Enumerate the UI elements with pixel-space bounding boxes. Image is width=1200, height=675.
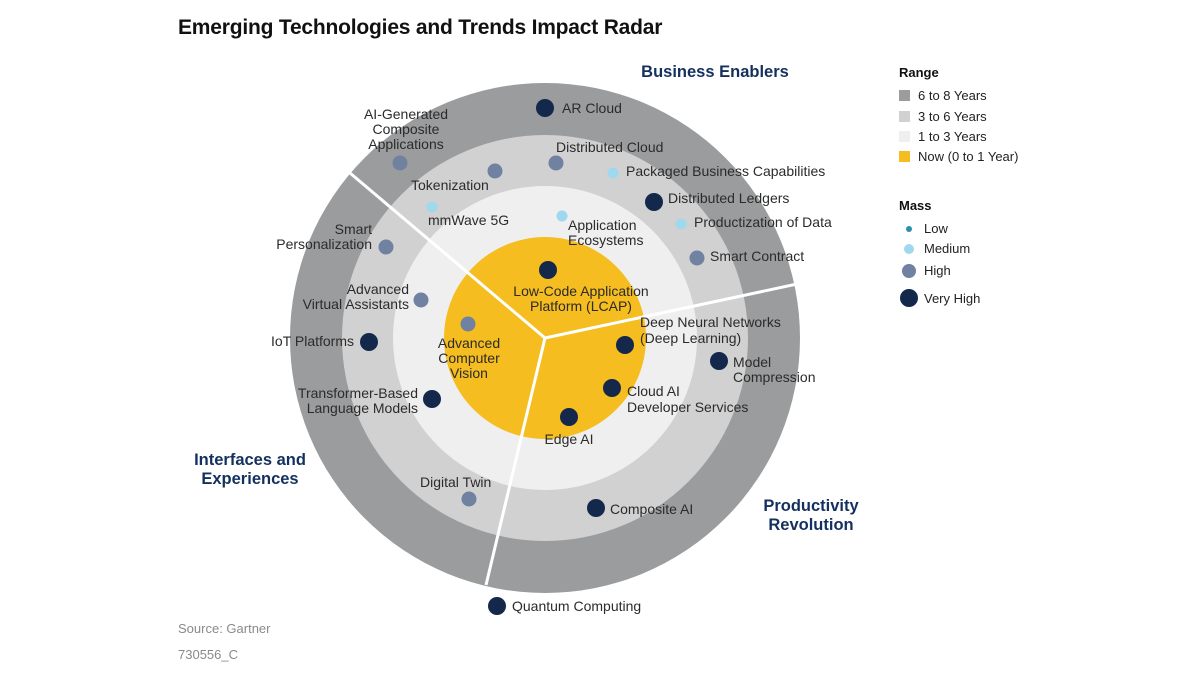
- tech-label-digital-twin: Digital Twin: [420, 474, 491, 490]
- tech-marker-quantum-computing: [488, 597, 506, 615]
- tech-label-iot-platforms: IoT Platforms: [271, 333, 354, 349]
- tech-label-deep-neural-networks-line-2: (Deep Learning): [640, 330, 741, 346]
- legend-mass-dot-low: [906, 225, 912, 232]
- legend-mass-item: Low: [899, 221, 948, 236]
- legend-range-item: 6 to 8 Years: [899, 88, 987, 103]
- tech-label-computer-vision-line-1: Advanced: [438, 335, 500, 351]
- legend-range-swatch-1-3: [899, 131, 910, 142]
- tech-label-ai-generated-line-1: AI-Generated: [364, 106, 448, 122]
- legend-range-title: Range: [899, 65, 939, 80]
- tech-marker-productization-of-data: [675, 218, 687, 230]
- tech-label-application-line-2: Ecosystems: [568, 232, 643, 248]
- impact-radar: Business Enablers Interfaces and Experie…: [194, 63, 859, 615]
- legend-range-label: 6 to 8 Years: [918, 88, 987, 103]
- legend-range-item: 3 to 6 Years: [899, 109, 987, 124]
- tech-label-advanced-va-line-1: Advanced: [347, 281, 409, 297]
- tech-marker-advanced-computer-vision: [460, 316, 476, 332]
- sector-divider-top-left: [349, 171, 546, 340]
- tech-marker-low-code-application-platform: [539, 261, 557, 279]
- tech-marker-distributed-cloud: [548, 155, 564, 171]
- tech-marker-ar-cloud: [536, 99, 554, 117]
- sector-divider-right: [544, 282, 798, 340]
- tech-marker-transformer-based-language-models: [423, 390, 441, 408]
- tech-marker-advanced-virtual-assistants: [413, 292, 429, 308]
- sector-label-interfaces-line-1: Interfaces and: [194, 451, 306, 469]
- tech-label-computer-vision-line-3: Vision: [450, 365, 488, 381]
- tech-label-transformer-line-2: Language Models: [307, 400, 418, 416]
- legend-range-label: 1 to 3 Years: [918, 129, 987, 144]
- sector-label-interfaces-line-2: Experiences: [201, 470, 298, 488]
- tech-label-smart-contract: Smart Contract: [710, 248, 804, 264]
- tech-label-distributed-ledgers: Distributed Ledgers: [668, 190, 789, 206]
- tech-marker-edge-ai: [560, 408, 578, 426]
- sector-divider-bottom: [484, 337, 547, 586]
- tech-marker-smart-contract: [689, 250, 705, 266]
- tech-label-packaged-business-capabilities: Packaged Business Capabilities: [626, 163, 825, 179]
- tech-label-model-compression-line-2: Compression: [733, 369, 815, 385]
- tech-label-smart-line-1: Smart: [335, 221, 372, 237]
- legend-mass-label: High: [924, 263, 951, 278]
- legend-range-item: 1 to 3 Years: [899, 129, 987, 144]
- tech-marker-packaged-business-capabilities: [607, 167, 619, 179]
- tech-label-cloud-ai-line-2: Developer Services: [627, 399, 748, 415]
- tech-label-mmwave-5g: mmWave 5G: [428, 212, 509, 228]
- tech-label-advanced-va-line-2: Virtual Assistants: [303, 296, 409, 312]
- sector-label-productivity-line-1: Productivity: [763, 497, 859, 515]
- tech-label-application-line-1: Application: [568, 217, 637, 233]
- legend-range-item: Now (0 to 1 Year): [899, 149, 1018, 164]
- legend-mass-title: Mass: [899, 198, 932, 213]
- tech-label-lcap-line-2: Platform (LCAP): [530, 298, 632, 314]
- tech-label-tokenization: Tokenization: [411, 177, 489, 193]
- legend-range-label: Now (0 to 1 Year): [918, 149, 1019, 164]
- legend-range-swatch-6-8: [899, 90, 910, 101]
- page-title: Emerging Technologies and Trends Impact …: [178, 16, 663, 39]
- tech-marker-cloud-ai-developer-services: [603, 379, 621, 397]
- tech-label-lcap-line-1: Low-Code Application: [513, 283, 648, 299]
- legend-mass-label: Low: [924, 221, 948, 236]
- legend-range-swatch-3-6: [899, 111, 910, 122]
- tech-marker-tokenization: [487, 163, 503, 179]
- legend-mass-dot-high: [902, 263, 916, 278]
- tech-marker-model-compression: [710, 352, 728, 370]
- legend-mass-dot-very-high: [900, 289, 918, 307]
- legend-mass-dot-medium: [904, 243, 914, 254]
- sector-label-productivity-line-2: Revolution: [768, 516, 853, 534]
- tech-marker-mmwave-5g: [426, 201, 438, 213]
- tech-marker-smart-personalization: [378, 239, 394, 255]
- legend-mass-item: Very High: [899, 289, 980, 307]
- tech-label-deep-neural-networks-line-1: Deep Neural Networks: [640, 314, 781, 330]
- legend-range-swatch-now: [899, 151, 910, 162]
- legend-range-label: 3 to 6 Years: [918, 109, 987, 124]
- tech-label-transformer-line-1: Transformer-Based: [298, 385, 418, 401]
- tech-marker-digital-twin: [461, 491, 477, 507]
- legend-mass-item: High: [899, 263, 951, 278]
- tech-label-productization-of-data: Productization of Data: [694, 214, 832, 230]
- tech-label-cloud-ai-line-1: Cloud AI: [627, 383, 680, 399]
- tech-label-ai-generated-line-3: Applications: [368, 136, 444, 152]
- tech-marker-application-ecosystems: [556, 210, 568, 222]
- tech-label-edge-ai: Edge AI: [544, 431, 593, 447]
- tech-label-computer-vision-line-2: Computer: [438, 350, 500, 366]
- tech-label-ai-generated-line-2: Composite: [373, 121, 440, 137]
- legend-mass-label: Very High: [924, 290, 981, 306]
- tech-marker-iot-platforms: [360, 333, 378, 351]
- tech-marker-ai-generated-composite-applications: [392, 155, 408, 171]
- sector-label-business-enablers: Business Enablers: [641, 63, 789, 81]
- tech-label-composite-ai: Composite AI: [610, 501, 693, 517]
- tech-label-model-compression-line-1: Model: [733, 354, 771, 370]
- tech-marker-composite-ai: [587, 499, 605, 517]
- figure-code: 730556_C: [178, 647, 238, 662]
- tech-label-quantum-computing: Quantum Computing: [512, 598, 641, 614]
- legend-mass-item: Medium: [899, 241, 970, 256]
- tech-label-smart-line-2: Personalization: [276, 236, 372, 252]
- tech-marker-distributed-ledgers: [645, 193, 663, 211]
- tech-marker-deep-neural-networks: [616, 336, 634, 354]
- source-note: Source: Gartner: [178, 621, 271, 636]
- legend-mass-label: Medium: [924, 241, 971, 256]
- tech-label-distributed-cloud: Distributed Cloud: [556, 139, 663, 155]
- tech-label-ar-cloud: AR Cloud: [562, 100, 622, 116]
